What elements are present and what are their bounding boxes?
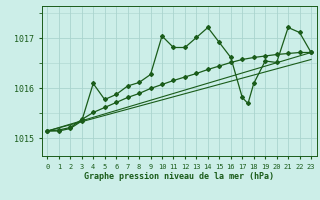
X-axis label: Graphe pression niveau de la mer (hPa): Graphe pression niveau de la mer (hPa) <box>84 172 274 181</box>
